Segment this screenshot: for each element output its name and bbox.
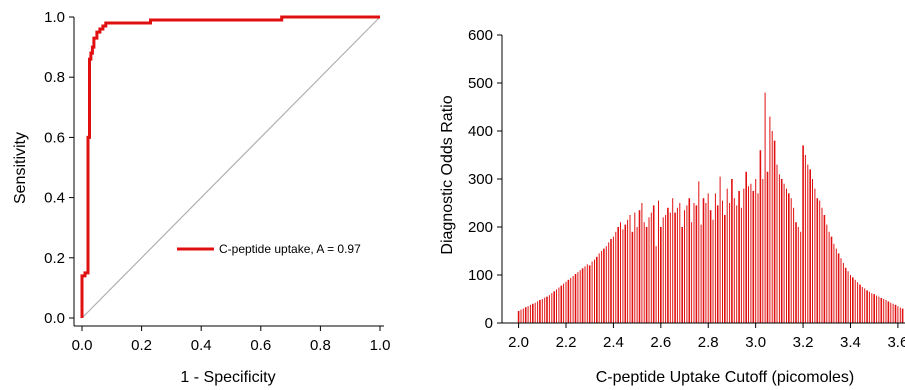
dor-y-tick-label: 0 xyxy=(485,315,493,332)
roc-chart: 0.0 0.2 0.4 0.6 0.8 1.0 0.0 0.2 0.4 0.6 0.8 1.0 1 -… xyxy=(12,9,390,386)
roc-curve-series xyxy=(80,15,380,318)
dor-axes: 2.0 2.2 2.4 2.6 2.8 3.0 3.2 3.4 3.6 0 100 200 300 400… xyxy=(468,27,905,351)
dor-x-tick-label: 3.2 xyxy=(793,334,814,351)
roc-x-tick-label: 0.0 xyxy=(72,337,93,354)
dor-y-tick-label: 400 xyxy=(468,123,493,140)
roc-y-tick-label: 1.0 xyxy=(44,9,65,26)
dor-x-tick-label: 3.0 xyxy=(745,334,766,351)
roc-y-tick-label: 0.4 xyxy=(44,190,65,207)
dor-y-tick-label: 600 xyxy=(468,27,493,44)
dor-x-tick-label: 2.0 xyxy=(508,334,529,351)
roc-xlabel: 1 - Specificity xyxy=(180,369,275,386)
dor-x-tick-label: 2.2 xyxy=(556,334,577,351)
roc-y-tick-label: 0.2 xyxy=(44,250,65,267)
roc-y-tick-label: 0.0 xyxy=(44,310,65,327)
dor-chart: 2.0 2.2 2.4 2.6 2.8 3.0 3.2 3.4 3.6 0 100 200 300 400… xyxy=(439,27,905,386)
dor-x-tick-label: 2.4 xyxy=(603,334,624,351)
dor-y-tick-label: 300 xyxy=(468,171,493,188)
roc-y-tick-label: 0.6 xyxy=(44,129,65,146)
dor-xlabel: C-peptide Uptake Cutoff (picomoles) xyxy=(596,369,855,386)
roc-x-tick-label: 0.4 xyxy=(191,337,212,354)
roc-ylabel: Sensitivity xyxy=(12,132,29,204)
roc-x-tick-label: 0.6 xyxy=(250,337,271,354)
dor-x-tick-label: 3.6 xyxy=(887,334,905,351)
roc-legend: C-peptide uptake, A = 0.97 xyxy=(177,242,361,256)
dor-y-tick-label: 500 xyxy=(468,75,493,92)
roc-axes: 0.0 0.2 0.4 0.6 0.8 1.0 0.0 0.2 0.4 0.6 0.8 1.0 xyxy=(44,9,390,354)
roc-y-tick-label: 0.8 xyxy=(44,69,65,86)
dor-x-tick-label: 2.6 xyxy=(650,334,671,351)
dor-plot-area xyxy=(517,92,904,323)
roc-x-tick-label: 1.0 xyxy=(370,337,391,354)
dor-y-tick-label: 200 xyxy=(468,219,493,236)
roc-plot-area xyxy=(80,15,381,319)
dor-x-tick-label: 3.4 xyxy=(840,334,861,351)
reference-diagonal-series xyxy=(81,16,381,319)
roc-x-tick-label: 0.8 xyxy=(310,337,331,354)
dor-y-tick-label: 100 xyxy=(468,267,493,284)
dor-x-tick-label: 2.8 xyxy=(698,334,719,351)
roc-x-tick-label: 0.2 xyxy=(131,337,152,354)
dor-ylabel: Diagnostic Odds Ratio xyxy=(439,95,456,254)
roc-legend-label: C-peptide uptake, A = 0.97 xyxy=(219,242,361,256)
